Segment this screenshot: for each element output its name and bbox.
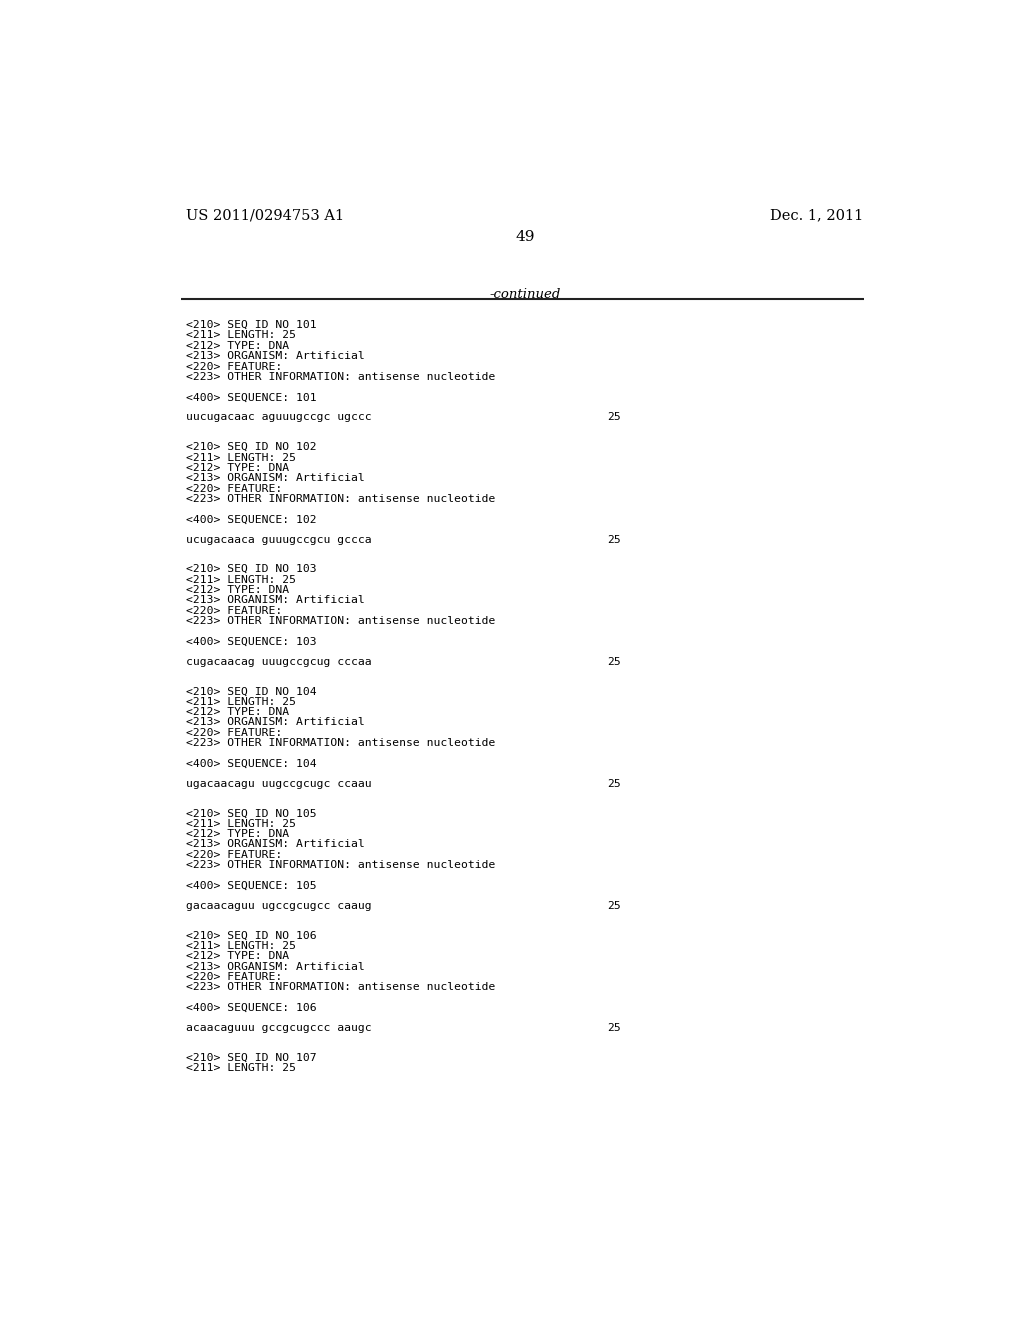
Text: <213> ORGANISM: Artificial: <213> ORGANISM: Artificial: [186, 351, 365, 362]
Text: <210> SEQ ID NO 102: <210> SEQ ID NO 102: [186, 442, 316, 453]
Text: <212> TYPE: DNA: <212> TYPE: DNA: [186, 463, 289, 473]
Text: <223> OTHER INFORMATION: antisense nucleotide: <223> OTHER INFORMATION: antisense nucle…: [186, 372, 496, 381]
Text: <400> SEQUENCE: 105: <400> SEQUENCE: 105: [186, 880, 316, 891]
Text: cugacaacag uuugccgcug cccaa: cugacaacag uuugccgcug cccaa: [186, 656, 372, 667]
Text: <213> ORGANISM: Artificial: <213> ORGANISM: Artificial: [186, 840, 365, 850]
Text: <220> FEATURE:: <220> FEATURE:: [186, 606, 283, 615]
Text: <223> OTHER INFORMATION: antisense nucleotide: <223> OTHER INFORMATION: antisense nucle…: [186, 982, 496, 993]
Text: <220> FEATURE:: <220> FEATURE:: [186, 362, 283, 372]
Text: <211> LENGTH: 25: <211> LENGTH: 25: [186, 818, 296, 829]
Text: <223> OTHER INFORMATION: antisense nucleotide: <223> OTHER INFORMATION: antisense nucle…: [186, 494, 496, 504]
Text: <212> TYPE: DNA: <212> TYPE: DNA: [186, 952, 289, 961]
Text: ugacaacagu uugccgcugc ccaau: ugacaacagu uugccgcugc ccaau: [186, 779, 372, 788]
Text: <210> SEQ ID NO 105: <210> SEQ ID NO 105: [186, 808, 316, 818]
Text: <213> ORGANISM: Artificial: <213> ORGANISM: Artificial: [186, 961, 365, 972]
Text: <211> LENGTH: 25: <211> LENGTH: 25: [186, 1063, 296, 1073]
Text: 49: 49: [515, 230, 535, 244]
Text: <212> TYPE: DNA: <212> TYPE: DNA: [186, 341, 289, 351]
Text: <400> SEQUENCE: 101: <400> SEQUENCE: 101: [186, 392, 316, 403]
Text: <400> SEQUENCE: 103: <400> SEQUENCE: 103: [186, 636, 316, 647]
Text: 25: 25: [607, 656, 621, 667]
Text: <220> FEATURE:: <220> FEATURE:: [186, 483, 283, 494]
Text: 25: 25: [607, 535, 621, 545]
Text: <210> SEQ ID NO 101: <210> SEQ ID NO 101: [186, 321, 316, 330]
Text: <211> LENGTH: 25: <211> LENGTH: 25: [186, 697, 296, 706]
Text: uucugacaac aguuugccgc ugccc: uucugacaac aguuugccgc ugccc: [186, 412, 372, 422]
Text: gacaacaguu ugccgcugcc caaug: gacaacaguu ugccgcugcc caaug: [186, 900, 372, 911]
Text: <212> TYPE: DNA: <212> TYPE: DNA: [186, 708, 289, 717]
Text: <213> ORGANISM: Artificial: <213> ORGANISM: Artificial: [186, 595, 365, 606]
Text: <210> SEQ ID NO 106: <210> SEQ ID NO 106: [186, 931, 316, 940]
Text: <212> TYPE: DNA: <212> TYPE: DNA: [186, 585, 289, 595]
Text: <211> LENGTH: 25: <211> LENGTH: 25: [186, 941, 296, 950]
Text: <210> SEQ ID NO 107: <210> SEQ ID NO 107: [186, 1052, 316, 1063]
Text: <220> FEATURE:: <220> FEATURE:: [186, 850, 283, 859]
Text: <223> OTHER INFORMATION: antisense nucleotide: <223> OTHER INFORMATION: antisense nucle…: [186, 861, 496, 870]
Text: 25: 25: [607, 412, 621, 422]
Text: <211> LENGTH: 25: <211> LENGTH: 25: [186, 453, 296, 462]
Text: US 2011/0294753 A1: US 2011/0294753 A1: [186, 209, 344, 223]
Text: <213> ORGANISM: Artificial: <213> ORGANISM: Artificial: [186, 718, 365, 727]
Text: <211> LENGTH: 25: <211> LENGTH: 25: [186, 574, 296, 585]
Text: <223> OTHER INFORMATION: antisense nucleotide: <223> OTHER INFORMATION: antisense nucle…: [186, 738, 496, 748]
Text: <220> FEATURE:: <220> FEATURE:: [186, 972, 283, 982]
Text: <220> FEATURE:: <220> FEATURE:: [186, 727, 283, 738]
Text: <210> SEQ ID NO 103: <210> SEQ ID NO 103: [186, 564, 316, 574]
Text: <400> SEQUENCE: 102: <400> SEQUENCE: 102: [186, 515, 316, 524]
Text: <210> SEQ ID NO 104: <210> SEQ ID NO 104: [186, 686, 316, 696]
Text: 25: 25: [607, 1023, 621, 1032]
Text: -continued: -continued: [489, 288, 560, 301]
Text: ucugacaaca guuugccgcu gccca: ucugacaaca guuugccgcu gccca: [186, 535, 372, 545]
Text: <213> ORGANISM: Artificial: <213> ORGANISM: Artificial: [186, 474, 365, 483]
Text: <400> SEQUENCE: 106: <400> SEQUENCE: 106: [186, 1003, 316, 1012]
Text: 25: 25: [607, 900, 621, 911]
Text: Dec. 1, 2011: Dec. 1, 2011: [770, 209, 863, 223]
Text: <212> TYPE: DNA: <212> TYPE: DNA: [186, 829, 289, 840]
Text: <400> SEQUENCE: 104: <400> SEQUENCE: 104: [186, 759, 316, 768]
Text: <223> OTHER INFORMATION: antisense nucleotide: <223> OTHER INFORMATION: antisense nucle…: [186, 616, 496, 626]
Text: 25: 25: [607, 779, 621, 788]
Text: <211> LENGTH: 25: <211> LENGTH: 25: [186, 330, 296, 341]
Text: acaacaguuu gccgcugccc aaugc: acaacaguuu gccgcugccc aaugc: [186, 1023, 372, 1032]
